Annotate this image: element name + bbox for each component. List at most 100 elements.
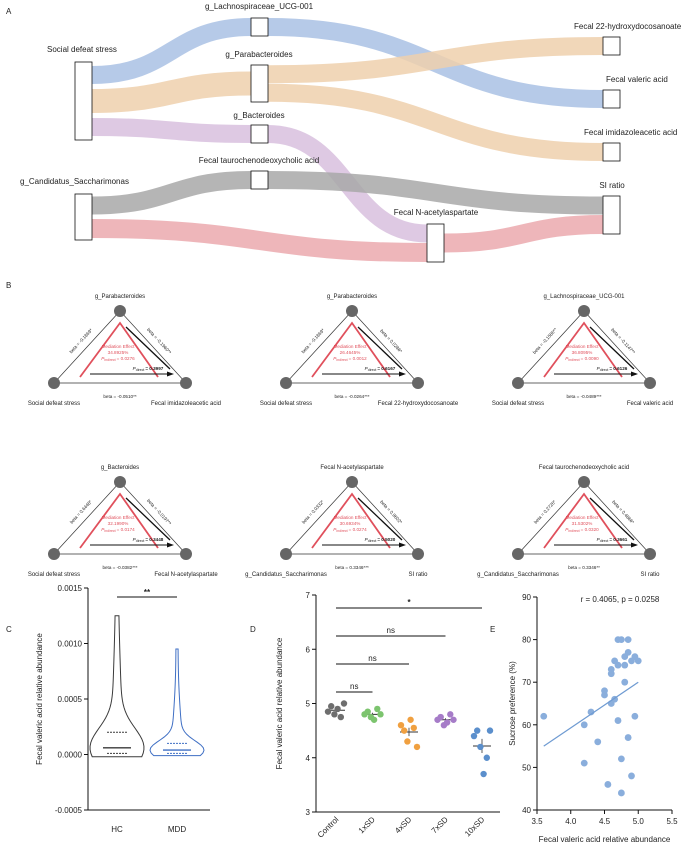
path-edge <box>53 481 121 555</box>
violin <box>149 648 205 757</box>
p-value: = 0.6126 <box>609 366 627 371</box>
p-sub: indirect <box>336 358 347 362</box>
y-tick-label: 3 <box>306 808 311 817</box>
data-point <box>621 661 629 669</box>
arrow-line <box>589 326 635 370</box>
variable-node <box>512 377 524 389</box>
significance: ** <box>144 588 151 597</box>
node-label: g_Lachnospiraceae_UCG-001 <box>205 2 314 11</box>
node-label: g_Bacteroides <box>233 111 284 120</box>
node-label: Fecal 22-hydroxydocosanoate <box>574 22 682 31</box>
data-point <box>601 687 608 695</box>
p-sub: indirect <box>336 529 347 533</box>
p-symbol: P <box>133 366 137 371</box>
p-sub: indirect <box>104 358 115 362</box>
arrow-head <box>399 542 406 548</box>
node-label: Social defeat stress <box>47 45 117 54</box>
p-value: = 0.0320 <box>581 527 599 532</box>
mediator-label: g_Bacteroides <box>101 465 139 471</box>
y-tick-label: 50 <box>522 763 531 772</box>
p-symbol: P <box>101 527 105 532</box>
panel-label: A <box>6 7 12 16</box>
p-value: = 0.0090 <box>581 356 599 361</box>
beta-a: beta = -0.1869* <box>300 328 325 355</box>
node-box <box>250 17 269 37</box>
data-point <box>480 770 487 778</box>
data-point <box>324 708 332 715</box>
data-point <box>486 727 494 734</box>
outcome-label: Fecal imidazoleacetic acid <box>151 401 221 407</box>
exposure-label: Social defeat stress <box>28 401 80 407</box>
path-edge <box>517 481 585 555</box>
data-point <box>624 734 632 741</box>
path-edge <box>583 310 651 384</box>
effect-title: Mediation Effect <box>102 515 136 520</box>
data-point <box>413 743 421 751</box>
data-point <box>410 724 417 732</box>
beta-b: beta = -0.1960** <box>146 327 172 355</box>
beta-direct: beta = -0.0510** <box>103 394 137 399</box>
data-point <box>328 703 335 710</box>
beta-a: beta = 0.6448* <box>69 499 93 525</box>
data-point <box>540 712 548 720</box>
data-point <box>404 738 411 745</box>
indirect-path <box>311 321 391 378</box>
node-box <box>602 89 621 109</box>
effect-value: 32.1990% <box>108 521 129 526</box>
data-point <box>628 772 635 780</box>
effect-value: 26.4645% <box>340 350 361 355</box>
x-tick-label: 4xSD <box>393 815 413 835</box>
path-edge <box>517 310 585 384</box>
beta-direct: beta = -0.0382*** <box>102 565 137 570</box>
exposure-label: g_Candidatus_Saccharimonas <box>477 572 559 578</box>
p-value: = 0.0276 <box>117 356 135 361</box>
effect-title: Mediation Effect <box>566 515 600 520</box>
data-point <box>397 722 405 729</box>
y-tick-label: 0.0000 <box>58 751 83 760</box>
path-edge <box>53 310 121 384</box>
indirect-path <box>543 321 623 378</box>
node-label: Fecal N-acetylaspartate <box>394 208 479 217</box>
flow-link <box>91 118 252 143</box>
node-label: g_Parabacteroides <box>225 50 292 59</box>
exposure-label: Social defeat stress <box>28 572 80 578</box>
outcome-label: Fecal N-acetylaspartate <box>154 572 218 578</box>
p-value: = 0.6167 <box>377 366 395 371</box>
variable-node <box>644 377 656 389</box>
p-sub: direct <box>368 539 377 543</box>
y-tick-label: 0.0005 <box>58 695 83 704</box>
x-tick-label: HC <box>111 825 123 834</box>
p-sub: indirect <box>568 358 579 362</box>
p-symbol: P <box>365 537 369 542</box>
data-point <box>331 711 338 718</box>
violin <box>89 615 145 758</box>
p-symbol: P <box>101 356 105 361</box>
p-direct: Pdirect= 0.5020 <box>365 537 396 543</box>
p-sub: direct <box>368 368 377 372</box>
x-axis-label: Fecal valeric acid relative abundance <box>539 835 671 844</box>
p-symbol: P <box>133 537 137 542</box>
indirect-path <box>311 492 391 549</box>
variable-node <box>48 548 60 560</box>
panel-label: B <box>6 281 11 290</box>
data-point <box>470 732 478 740</box>
flow-link <box>91 171 252 215</box>
beta-direct: beta = 0.3346** <box>568 565 600 570</box>
data-point <box>614 661 622 669</box>
indirect-path <box>79 321 159 378</box>
arrow-head <box>399 371 406 377</box>
mediator-label: Fecal taurochenodeoxycholic acid <box>539 465 629 471</box>
arrow-head <box>167 371 174 377</box>
x-tick-label: 5.0 <box>633 817 645 826</box>
p-indirect: Pindirect= 0.0174 <box>101 527 135 533</box>
variable-node <box>280 548 292 560</box>
data-point <box>334 705 341 713</box>
flow-link <box>267 83 604 161</box>
exposure-label: Social defeat stress <box>492 401 544 407</box>
arrow-line <box>357 497 403 541</box>
data-point <box>604 781 612 788</box>
arrow-line <box>125 326 171 370</box>
data-point <box>580 721 588 729</box>
y-tick-label: 4 <box>306 754 311 763</box>
p-sub: indirect <box>568 529 579 533</box>
